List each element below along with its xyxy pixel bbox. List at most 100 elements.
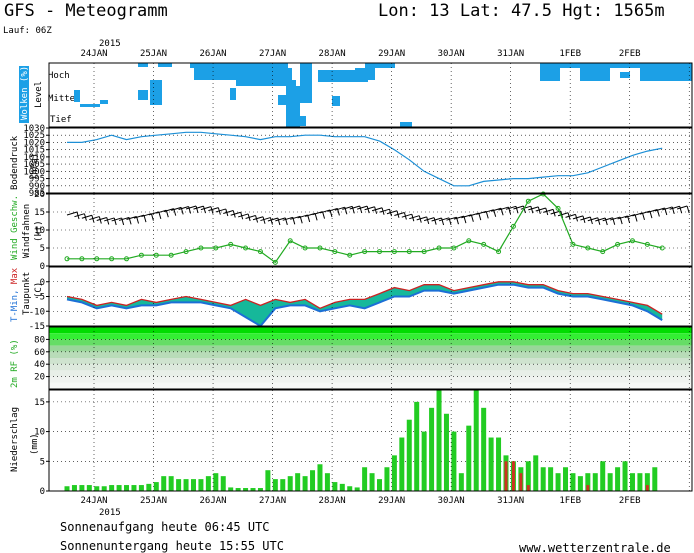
panel-frame-hum [48, 326, 693, 390]
wind-barb-flag [203, 205, 206, 214]
pressure-tick-label: 985 [29, 189, 45, 199]
wind-barb [416, 216, 427, 221]
date-label-top: 1FEB [559, 49, 581, 59]
date-label-bottom: 29JAN [378, 496, 405, 506]
humidity-band [49, 345, 692, 352]
temp-ylabel: T-Min, Max [10, 267, 20, 322]
pressure-tick-label: 990 [29, 182, 45, 192]
wind-tick-label: 20 [34, 190, 45, 200]
wind-barb-flag [604, 217, 608, 226]
precip-bar [466, 425, 472, 491]
wind-tick-label: 15 [34, 208, 45, 218]
precip-bar [71, 485, 77, 491]
precip-conv-bar [586, 485, 590, 491]
wind-speed-point [332, 249, 338, 255]
date-label-bottom: 28JAN [319, 496, 346, 506]
humidity-tick-label: 60 [34, 348, 45, 358]
precip-panel: Niederschlag (mm) 0 5 10 15 [10, 390, 692, 497]
wind-barb [237, 213, 249, 218]
wind-barb-flag [441, 217, 445, 226]
humidity-tick-label: 20 [34, 373, 45, 383]
wind-barb-flag [165, 210, 169, 218]
wind-barb [200, 206, 212, 211]
wind-barb [81, 214, 93, 219]
wind-barb-flag [269, 217, 273, 225]
precip-bar [213, 473, 219, 491]
wind-barb-flag [188, 206, 192, 214]
precip-bar [644, 473, 650, 491]
precip-bar [607, 473, 613, 491]
wind-barb [654, 207, 665, 212]
precip-bar [577, 476, 583, 491]
wind-barb [260, 217, 271, 222]
wind-barb-flag [150, 213, 154, 221]
wind-barb [215, 208, 226, 213]
precip-bar [317, 464, 323, 491]
wind-barb [193, 205, 204, 210]
precip-bar [302, 476, 308, 491]
temp-band [67, 281, 663, 326]
wind-barb [617, 215, 628, 220]
wind-barb [595, 217, 606, 222]
wind-barb-flag [597, 217, 601, 225]
wind-barb [230, 211, 241, 216]
wind-barb [66, 211, 78, 216]
wind-barb-flag [158, 211, 162, 220]
pressure-tick-label: 1015 [23, 146, 45, 156]
cloud-panel: Wolken (%) Level Hoch Mittel Tief [19, 63, 692, 127]
precip-bar [190, 479, 196, 491]
wind-barb [624, 214, 636, 218]
precip-conv-bar [519, 473, 523, 491]
precip-bar [332, 482, 338, 491]
wind-speed-point [213, 245, 219, 251]
wind-barb [185, 205, 197, 210]
precip-conv-bar [645, 485, 649, 491]
wind-barb [104, 217, 115, 222]
wind-barb [89, 216, 100, 221]
humidity-band [49, 376, 692, 383]
wind-barb [557, 212, 569, 217]
location-label: Lon: 13 Lat: 47.5 Hgt: 1565m [378, 1, 665, 21]
precip-bar [496, 437, 502, 491]
wind-barb-flag [329, 209, 333, 218]
precip-bar [481, 407, 487, 491]
precip-bar [362, 467, 368, 491]
wind-barb [446, 216, 457, 221]
wind-barb-flag [366, 206, 370, 214]
temp-tick-label: -15 [29, 322, 45, 332]
wind-barb-flag [470, 214, 474, 222]
wind-barb [461, 214, 472, 219]
pressure-unit: (hPa) [30, 153, 40, 180]
wind-speed-point [600, 249, 606, 255]
wind-speed-point [421, 249, 427, 255]
wind-barb [163, 208, 174, 213]
precip-bar [421, 431, 427, 491]
sunrise-text: Sonnenaufgang heute 06:45 UTC [60, 520, 270, 534]
wind-barb [148, 211, 159, 216]
wind-speed-point [436, 245, 442, 251]
wind-barb [327, 207, 338, 212]
wind-barb [602, 217, 613, 222]
wind-barb-flag [322, 211, 326, 219]
wind-barb-flag [195, 205, 199, 214]
precip-bar [265, 470, 271, 491]
cloud-level-low: Tief [50, 115, 72, 125]
wind-barb-flag [649, 210, 653, 219]
wind-barb [223, 210, 234, 215]
wind-speed-point [243, 245, 249, 251]
credit-link[interactable]: www.wetterzentrale.de [519, 541, 671, 553]
precip-bar [637, 473, 643, 491]
wind-barb-flag [686, 205, 690, 214]
humidity-band [49, 339, 692, 346]
panel-frames [48, 62, 693, 492]
pressure-series [67, 131, 663, 187]
panel-frame-temp [48, 266, 693, 327]
precip-bar [198, 479, 204, 491]
humidity-tick-label: 40 [34, 360, 45, 370]
precip-bar [473, 390, 479, 491]
precip-bar [176, 479, 182, 491]
wind-barb-flag [210, 206, 214, 214]
wind-barb-flag [143, 215, 147, 223]
wind-barb [156, 209, 167, 214]
wind-barb-flag [530, 206, 534, 214]
